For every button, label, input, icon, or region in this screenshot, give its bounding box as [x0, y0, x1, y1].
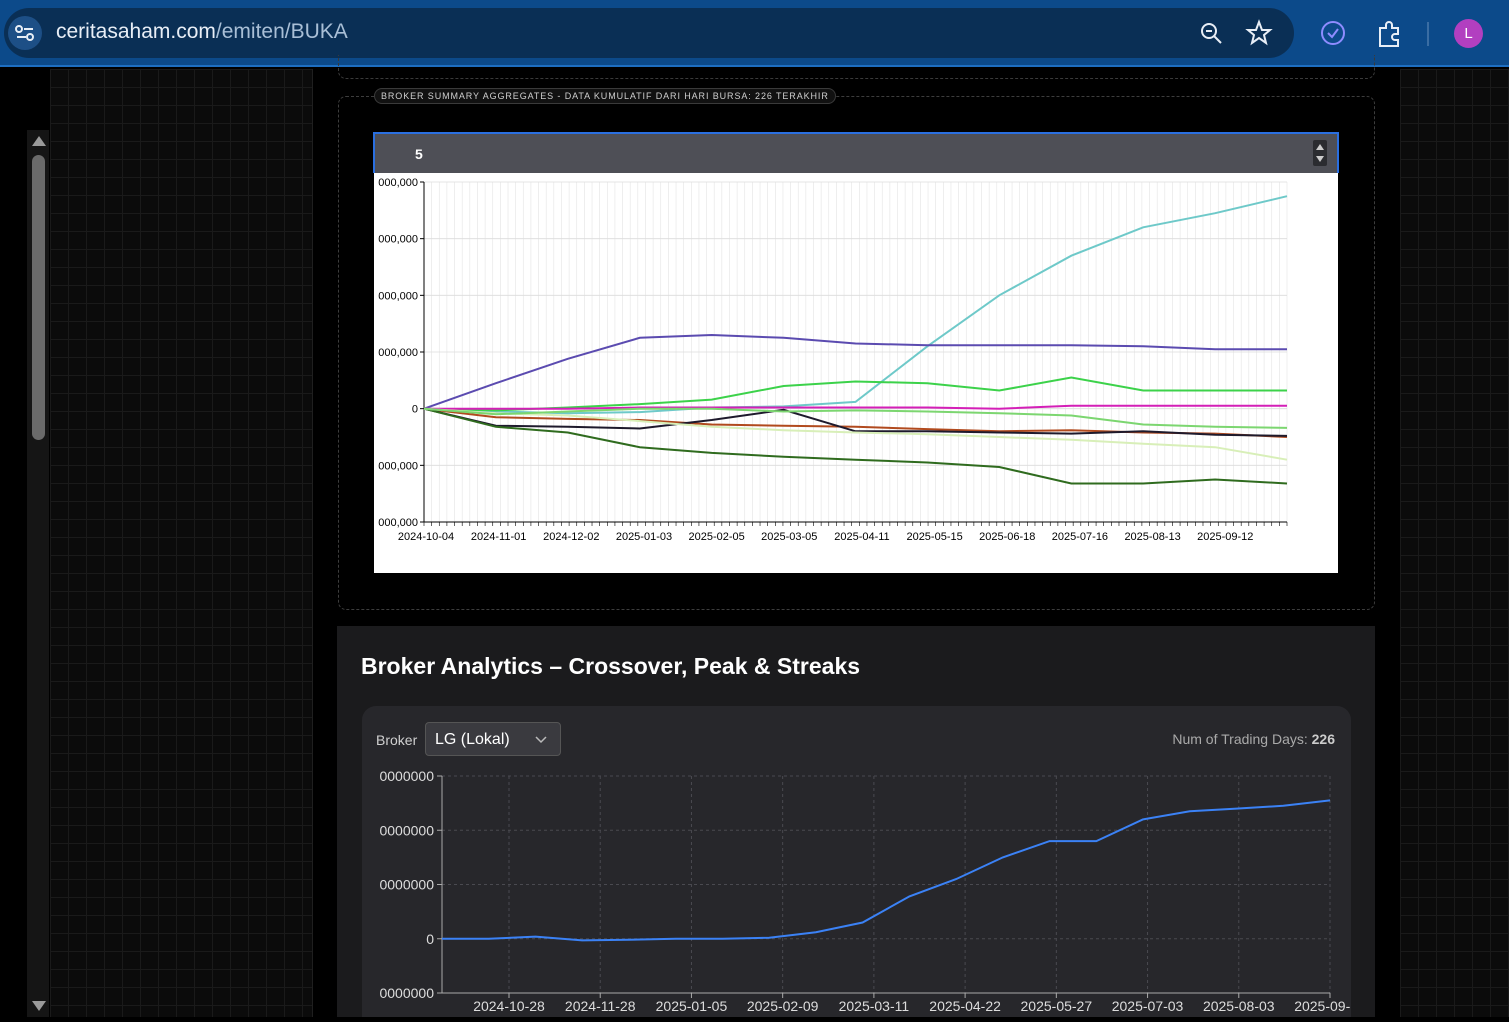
- y-tick-label: 0000000: [379, 877, 434, 893]
- trading-days-value: 226: [1311, 731, 1335, 747]
- y-tick-label: 000,000: [378, 460, 418, 472]
- series-line: [423, 195, 1288, 415]
- x-tick-label: 2025-04-11: [834, 531, 889, 543]
- grid-background-left: [50, 69, 312, 1017]
- series-line: [423, 407, 1288, 461]
- x-tick-label: 2025-03-05: [761, 531, 817, 543]
- broker-selected-value: LG (Lokal): [435, 731, 510, 748]
- x-tick-label: 2024-12-02: [543, 531, 599, 543]
- y-tick-label: 0000000: [379, 985, 434, 1001]
- content-divider: [312, 69, 313, 1017]
- y-tick-label: 000,000: [378, 177, 418, 189]
- broker-select[interactable]: LG (Lokal): [425, 722, 561, 756]
- x-tick-label: 2025-07-16: [1052, 531, 1108, 543]
- x-tick-label: 2024-10-04: [398, 531, 454, 543]
- url-domain: ceritasaham.com: [56, 20, 216, 43]
- toolbar-separator: [1427, 22, 1429, 46]
- trading-days-label: Num of Trading Days:: [1172, 731, 1308, 747]
- spinner-arrows-icon[interactable]: [1313, 140, 1327, 166]
- card-legend: BROKER SUMMARY AGGREGATES - DATA KUMULAT…: [374, 88, 836, 104]
- x-tick-label: 2025-03-11: [839, 998, 910, 1014]
- x-tick-label: 2025-05-27: [1021, 998, 1093, 1014]
- x-tick-label: 2024-11-01: [471, 531, 526, 543]
- chevron-down-icon: [535, 736, 547, 744]
- url-path: /emiten/BUKA: [215, 20, 348, 43]
- series-line: [423, 407, 1288, 438]
- zoom-icon[interactable]: [1196, 18, 1226, 48]
- x-tick-label: 2025-06-18: [979, 531, 1035, 543]
- extension-check-icon[interactable]: [1316, 16, 1350, 50]
- analytics-title: Broker Analytics – Crossover, Peak & Str…: [361, 653, 861, 679]
- x-tick-label: 2025-08-13: [1124, 531, 1180, 543]
- x-tick-label: 2025-09-18: [1294, 998, 1351, 1014]
- y-tick-label: 000,000: [378, 234, 418, 246]
- grid-background-right: [1400, 69, 1509, 1017]
- y-tick-label: 0000000: [379, 768, 434, 784]
- broker-analytics-chart[interactable]: 0000000 0000000 0000000 0 0000000 2024-10-28 2…: [362, 764, 1366, 1017]
- scrollbar-thumb[interactable]: [32, 155, 45, 440]
- x-tick-label: 2024-10-28: [473, 998, 545, 1014]
- x-tick-label: 2025-01-03: [616, 531, 672, 543]
- y-tick-label: 000,000: [378, 290, 418, 302]
- x-tick-label: 2025-02-09: [747, 998, 819, 1014]
- analytics-panel: [362, 706, 1351, 1017]
- scroll-up-arrow-icon[interactable]: [30, 134, 48, 148]
- previous-card: [338, 55, 1375, 79]
- trading-days: Num of Trading Days: 226: [1172, 731, 1335, 747]
- top-n-value: 5: [415, 146, 423, 162]
- url-text[interactable]: ceritasaham.com/emiten/BUKA: [56, 20, 348, 44]
- broker-summary-chart[interactable]: 000,000 000,000 000,000 000,000 0 000,000 000,…: [374, 173, 1338, 573]
- y-tick-label: 000,000: [378, 517, 418, 529]
- series-line: [423, 407, 1288, 485]
- top-n-input[interactable]: 5: [373, 132, 1339, 173]
- series-line: [424, 404, 1287, 410]
- x-tick-label: 2024-11-28: [565, 998, 636, 1014]
- x-tick-label: 2025-05-15: [906, 531, 962, 543]
- y-tick-label: 000,000: [378, 347, 418, 359]
- series-line: [423, 376, 1287, 412]
- browser-toolbar: ceritasaham.com/emiten/BUKA L: [0, 0, 1509, 67]
- extensions-puzzle-icon[interactable]: [1372, 16, 1406, 50]
- bookmark-star-icon[interactable]: [1244, 18, 1274, 48]
- broker-summary-chart-svg: 000,000 000,000 000,000 000,000 0 000,000 000,…: [378, 177, 1288, 543]
- y-tick-label: 0: [412, 404, 418, 416]
- site-info-icon[interactable]: [8, 16, 42, 50]
- number-spinner[interactable]: [1313, 140, 1327, 166]
- y-tick-label: 0000000: [379, 822, 434, 838]
- x-tick-label: 2025-07-03: [1112, 998, 1184, 1014]
- profile-avatar[interactable]: L: [1454, 19, 1483, 48]
- broker-label: Broker: [376, 732, 418, 748]
- x-tick-label: 2025-02-05: [688, 531, 744, 543]
- x-tick-label: 2025-08-03: [1203, 998, 1275, 1014]
- x-tick-label: 2025-04-22: [929, 998, 1001, 1014]
- series-line: [423, 407, 1288, 429]
- y-tick-label: 0: [426, 931, 434, 947]
- x-tick-label: 2025-09-12: [1197, 531, 1253, 543]
- series-line: [423, 407, 1288, 437]
- x-tick-label: 2025-01-05: [656, 998, 728, 1014]
- scroll-down-arrow-icon[interactable]: [30, 999, 48, 1013]
- address-bar[interactable]: ceritasaham.com/emiten/BUKA: [4, 8, 1294, 58]
- series-line: [442, 799, 1331, 942]
- series-line: [423, 333, 1287, 410]
